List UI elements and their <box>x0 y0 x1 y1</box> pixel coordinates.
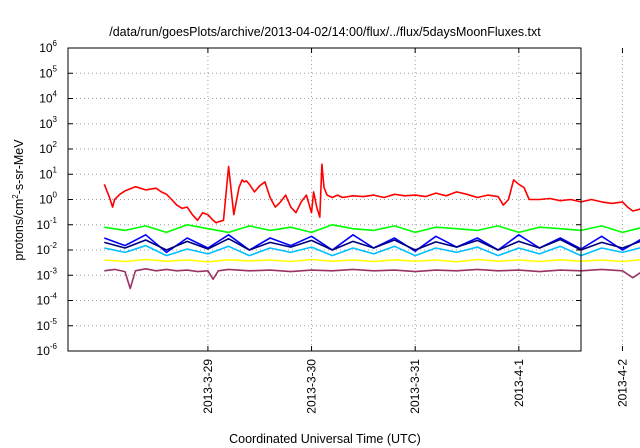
y-tick-base: 10 <box>39 92 53 106</box>
y-tick-exp: -4 <box>50 292 58 301</box>
y-tick-exp: 2 <box>53 140 58 149</box>
series-line-3 <box>104 234 640 254</box>
y-tick-base: 10 <box>39 193 53 207</box>
y-tick-exp: -5 <box>50 317 58 326</box>
y-tick-label: 10-1 <box>37 216 58 232</box>
y-tick-base: 10 <box>39 117 53 131</box>
y-tick-label: 10-2 <box>37 241 58 257</box>
y-tick-exp: -6 <box>50 342 58 351</box>
y-tick-base: 10 <box>37 294 51 308</box>
x-tick-label: 2013-3-29 <box>201 359 215 414</box>
axis-ticks: 10-610-510-410-310-210-11001011021031041… <box>37 39 630 414</box>
series-line-1 <box>103 163 640 224</box>
series-layer <box>103 163 640 290</box>
y-tick-label: 103 <box>39 115 57 131</box>
y-label-base: protons/cm <box>12 199 26 261</box>
y-tick-base: 10 <box>37 218 51 232</box>
y-tick-base: 10 <box>37 319 51 333</box>
y-tick-label: 10-3 <box>37 266 58 282</box>
chart-title: /data/run/goesPlots/archive/2013-04-02/1… <box>109 25 541 39</box>
y-tick-exp: 0 <box>53 191 58 200</box>
y-tick-exp: -1 <box>50 216 58 225</box>
series-line-7 <box>104 267 640 290</box>
series-line-6 <box>104 258 640 263</box>
y-tick-exp: 6 <box>53 39 58 48</box>
series-line-5 <box>104 237 640 251</box>
y-tick-label: 104 <box>39 90 57 106</box>
x-tick-label: 2013-3-31 <box>408 359 422 414</box>
y-axis-label: protons/cm2-s-sr-MeV <box>11 139 26 261</box>
y-tick-label: 10-6 <box>37 342 58 358</box>
y-tick-exp: 5 <box>53 64 58 73</box>
y-tick-label: 10-5 <box>37 317 58 333</box>
y-tick-exp: -2 <box>50 241 58 250</box>
y-tick-base: 10 <box>39 167 53 181</box>
y-tick-base: 10 <box>39 41 53 55</box>
x-tick-label: 2013-4-1 <box>512 359 526 407</box>
y-tick-base: 10 <box>39 142 53 156</box>
y-tick-base: 10 <box>37 268 51 282</box>
y-tick-base: 10 <box>37 243 51 257</box>
series-line-4 <box>104 244 640 257</box>
y-label-sup: 2 <box>11 194 20 199</box>
y-tick-base: 10 <box>37 344 51 358</box>
x-tick-label: 2013-3-30 <box>305 359 319 414</box>
y-tick-base: 10 <box>39 66 53 80</box>
y-tick-exp: 1 <box>53 165 58 174</box>
grid-lines <box>68 48 623 351</box>
y-tick-label: 10-4 <box>37 292 58 308</box>
y-tick-exp: -3 <box>50 266 58 275</box>
x-axis-label: Coordinated Universal Time (UTC) <box>229 432 421 446</box>
y-tick-exp: 4 <box>53 90 58 99</box>
series-line-2 <box>104 224 640 234</box>
y-tick-label: 102 <box>39 140 57 156</box>
y-tick-label: 101 <box>39 165 57 181</box>
y-tick-label: 100 <box>39 191 57 207</box>
y-label-rest: -s-sr-MeV <box>12 139 26 195</box>
x-tick-label: 2013-4-2 <box>615 359 629 407</box>
y-tick-label: 106 <box>39 39 57 55</box>
y-tick-exp: 3 <box>53 115 58 124</box>
y-tick-label: 105 <box>39 64 57 80</box>
